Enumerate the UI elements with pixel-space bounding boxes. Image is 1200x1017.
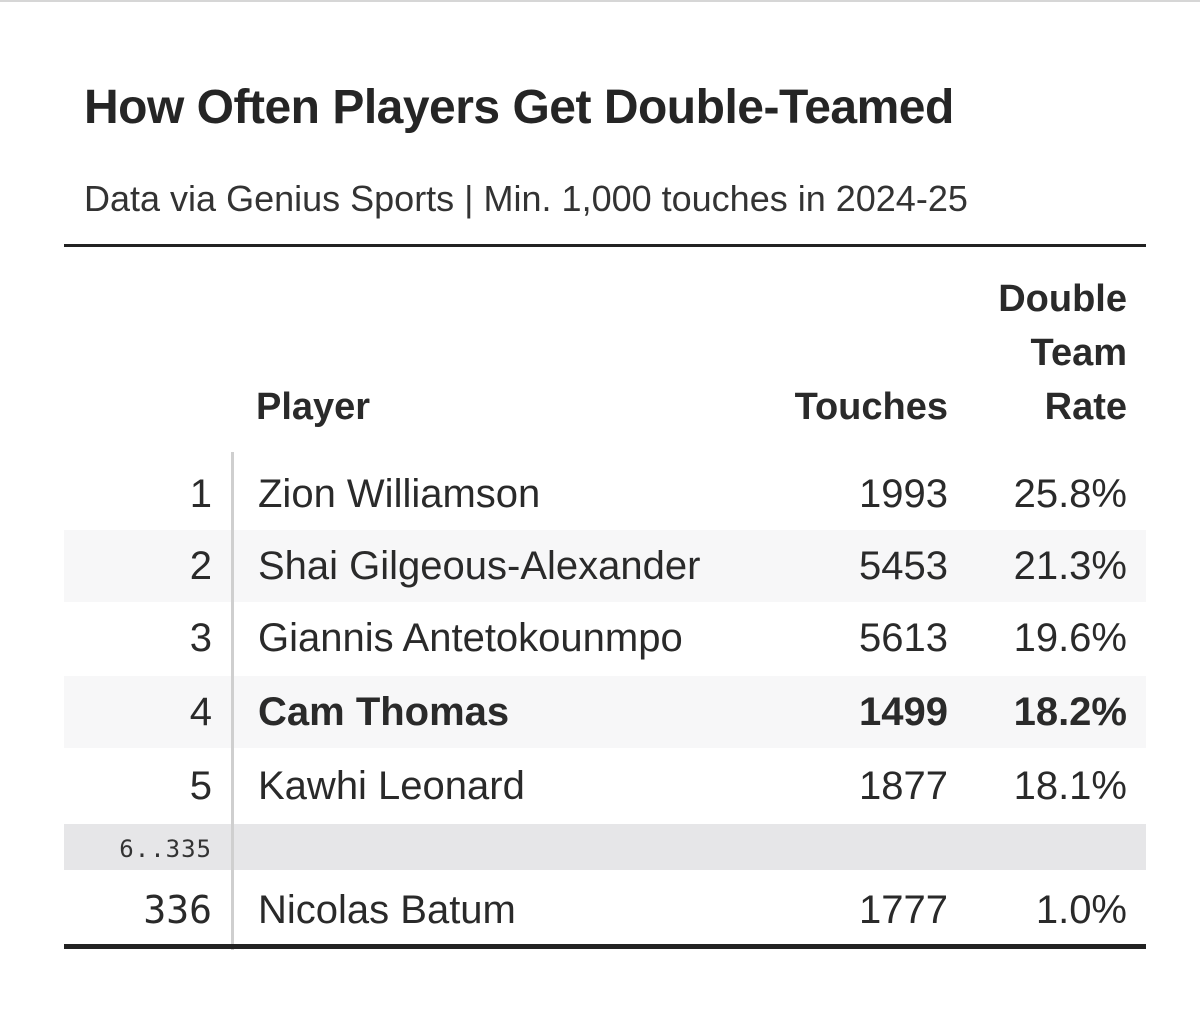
table-title: How Often Players Get Double-Teamed [84,81,954,134]
column-header-double-team-rate: Double Team Rate [927,272,1127,434]
rank-cell: 3 [189,616,212,660]
bottom-rule [64,944,1146,949]
touches-cell: 1877 [859,764,948,808]
player-cell: Kawhi Leonard [258,764,525,808]
touches-cell: 1993 [859,472,948,516]
rate-cell: 21.3% [1013,544,1127,588]
top-border [0,0,1200,2]
table-row: 5 Kawhi Leonard 1877 18.1% [64,750,1146,822]
column-header-rate-line3: Rate [1044,386,1127,428]
column-header-touches: Touches [794,386,948,428]
rank-cell: 336 [143,888,212,932]
column-header-player: Player [256,386,371,428]
player-cell: Cam Thomas [258,690,510,734]
table-subtitle: Data via Genius Sports | Min. 1,000 touc… [84,178,968,219]
table-row: 2 Shai Gilgeous-Alexander 5453 21.3% [64,530,1146,602]
table-row: 3 Giannis Antetokounmpo 5613 19.6% [64,602,1146,674]
player-cell: Nicolas Batum [258,888,516,932]
rate-cell: 1.0% [1035,888,1127,932]
touches-cell: 5613 [859,616,948,660]
rank-cell: 4 [189,690,212,734]
touches-cell: 5453 [859,544,948,588]
header-rule [64,244,1146,247]
rank-cell: 5 [189,764,212,808]
rank-cell: 1 [189,472,212,516]
rate-cell: 18.1% [1013,764,1127,808]
column-header-rate-line1: Double [998,278,1127,320]
rate-cell: 19.6% [1013,616,1127,660]
table-row: 1 Zion Williamson 1993 25.8% [64,458,1146,530]
player-cell: Giannis Antetokounmpo [258,616,683,660]
omitted-rows-label: 6..335 [119,835,212,863]
touches-cell: 1499 [859,690,948,734]
rank-divider-line [231,452,234,950]
player-cell: Shai Gilgeous-Alexander [258,544,701,588]
table-row: 336 Nicolas Batum 1777 1.0% [64,874,1146,946]
touches-cell: 1777 [859,888,948,932]
column-header-rate-line2: Team [1030,332,1127,374]
rate-cell: 18.2% [1013,690,1127,734]
rank-cell: 2 [189,544,212,588]
rate-cell: 25.8% [1013,472,1127,516]
omitted-rows-indicator: 6..335 [64,824,1146,870]
table-row-highlighted: 4 Cam Thomas 1499 18.2% [64,676,1146,748]
player-cell: Zion Williamson [258,472,541,516]
